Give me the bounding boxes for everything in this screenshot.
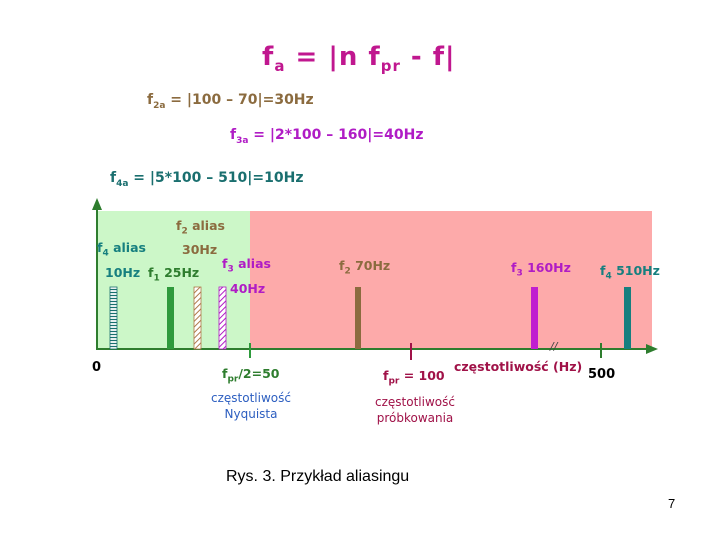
sampling-frequency-label: fpr = 100 — [383, 368, 445, 387]
f3-alias-label: f3 alias — [222, 256, 271, 275]
f2-bar — [355, 287, 361, 349]
axis-zero-label: 0 — [92, 360, 102, 375]
f3a-formula: f3a = |2*100 – 160|=40Hz — [230, 127, 424, 146]
f2-alias-label: f2 alias — [176, 218, 225, 237]
f2-alias-bar — [193, 286, 202, 350]
f4a-formula: f4a = |5*100 – 510|=10Hz — [110, 170, 304, 189]
main-aliasing-formula: fa = |n fpr - f| — [262, 42, 456, 76]
axis-500-label: 500 — [588, 367, 616, 382]
f1-label: f1 25Hz — [148, 265, 200, 284]
f4-alias-value: 10Hz — [105, 265, 141, 280]
f3-alias-value: 40Hz — [230, 281, 266, 296]
sampling-desc-line1: częstotliwość — [375, 395, 455, 409]
above-nyquist-zone — [250, 211, 652, 349]
f2-label: f2 70Hz — [339, 258, 391, 277]
f4-label: f4 510Hz — [600, 263, 660, 282]
f4-alias-bar — [109, 286, 118, 350]
nyquist-frequency-label: fpr/2=50 — [222, 366, 280, 385]
sampling-desc-line2: próbkowania — [376, 411, 454, 425]
f3-label: f3 160Hz — [511, 260, 571, 279]
f3-bar — [531, 287, 538, 349]
axis-break-mark: // — [550, 340, 558, 353]
page-number: 7 — [668, 496, 676, 511]
f2a-formula: f2a = |100 – 70|=30Hz — [147, 92, 314, 111]
nyquist-description: częstotliwość Nyquista — [208, 390, 294, 422]
f2-alias-value: 30Hz — [182, 242, 218, 257]
y-axis-arrow — [92, 198, 102, 210]
x-axis-arrow — [646, 344, 658, 354]
f4-bar — [624, 287, 631, 349]
frequency-axis-label: częstotliwość (Hz) — [454, 359, 583, 374]
nyquist-desc-line2: Nyquista — [224, 407, 278, 421]
nyquist-desc-line1: częstotliwość — [211, 391, 291, 405]
sampling-description: częstotliwość próbkowania — [372, 394, 458, 426]
f4-alias-label: f4 alias — [97, 240, 146, 259]
figure-caption: Rys. 3. Przykład aliasingu — [226, 468, 410, 485]
f1-bar — [167, 287, 174, 349]
f3-alias-bar — [218, 286, 227, 350]
